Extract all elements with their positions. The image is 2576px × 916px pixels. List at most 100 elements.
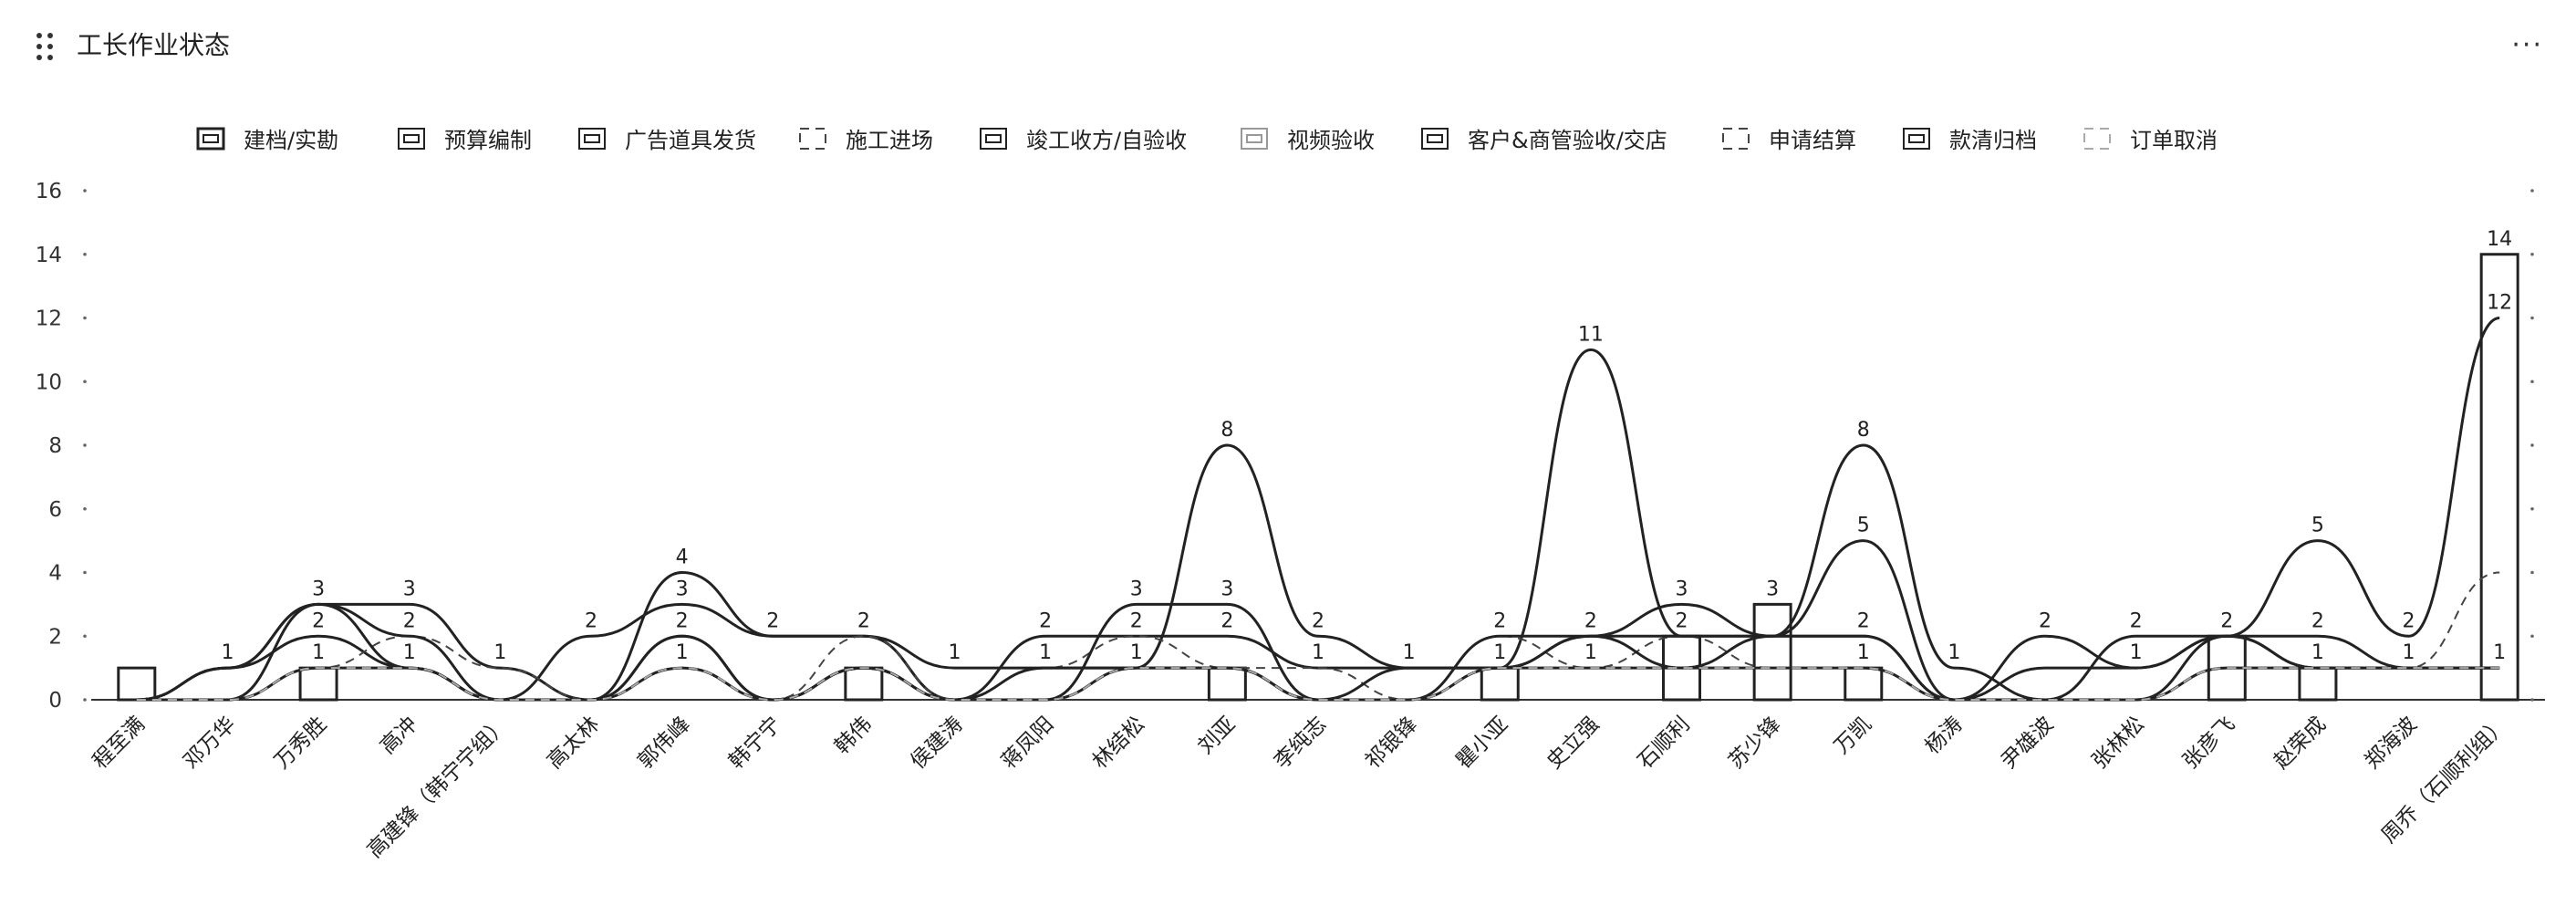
bar (2298, 666, 2338, 702)
data-label: 2 (312, 609, 325, 632)
x-category-label: 赵荣成 (2270, 713, 2331, 774)
data-label: 2 (2039, 609, 2051, 632)
x-category-label: 韩伟 (830, 713, 877, 759)
legend-swatch (1903, 128, 1930, 150)
series-line (136, 666, 2500, 702)
series-line (136, 666, 2500, 702)
series-line (136, 571, 2500, 702)
data-label: 5 (2311, 515, 2324, 537)
series-line (136, 667, 2500, 702)
legend-swatch-inner (985, 134, 1002, 143)
data-label: 8 (1857, 419, 1870, 442)
data-label: 1 (676, 641, 689, 664)
data-label: 1 (2311, 641, 2324, 664)
x-category-label: 邓万华 (180, 713, 241, 774)
x-category-label: 侯建涛 (907, 713, 968, 774)
bar (1207, 666, 1247, 702)
y-tick-mark-right (2530, 570, 2534, 575)
y-tick-mark-right (2530, 506, 2534, 511)
legend-swatch-inner (1246, 134, 1262, 143)
panel-header: 工长作业状态 ··· (0, 0, 2576, 100)
data-label: 2 (1676, 609, 1688, 632)
x-category-label: 苏少锋 (1724, 713, 1785, 774)
y-tick-mark (83, 252, 87, 256)
legend-label: 建档/实勘 (244, 128, 338, 153)
data-label: 4 (676, 546, 689, 569)
y-tick-mark-right (2530, 443, 2534, 447)
x-category-label: 万秀胜 (270, 713, 331, 774)
bar (1752, 602, 1792, 702)
x-category-label: 史立强 (1542, 713, 1604, 774)
y-tick-label: 4 (48, 562, 62, 586)
legend-swatch (398, 128, 425, 150)
data-label: 2 (1584, 609, 1597, 632)
y-tick-mark (83, 443, 87, 447)
legend-swatch (980, 128, 1007, 150)
foreman-status-chart: 0246810121416程至满 邓万华 万秀胜 高冲高建锋（韩宁宁组） 高太林 郭伟峰韩… (36, 127, 2545, 863)
data-label: 11 (1578, 323, 1604, 346)
legend-swatch-inner (403, 134, 420, 143)
y-tick-label: 8 (48, 434, 62, 458)
data-label: 2 (2311, 609, 2324, 632)
data-label: 1 (1857, 641, 1870, 664)
y-tick-mark-right (2530, 316, 2534, 320)
y-tick-mark (83, 189, 87, 193)
legend-label: 订单取消 (2130, 128, 2218, 153)
x-category-label: 程至满 (88, 713, 150, 774)
data-label: 3 (403, 578, 416, 600)
data-label: 1 (1039, 641, 1052, 664)
data-label: 2 (2403, 609, 2415, 632)
data-label: 5 (1857, 515, 1870, 537)
data-label: 1 (2130, 641, 2143, 664)
panel-title: 工长作业状态 (77, 30, 231, 60)
x-category-label: 瞿小亚 (1451, 713, 1512, 774)
legend-swatch-inner (1908, 134, 1925, 143)
legend-label: 视频验收 (1287, 128, 1375, 153)
data-label: 2 (585, 609, 597, 632)
series-line (136, 667, 2500, 702)
y-tick-mark (83, 380, 87, 384)
legend-swatch-inner (203, 134, 219, 143)
bar (2479, 253, 2519, 702)
data-label: 1 (2403, 641, 2415, 664)
legend-label: 客户&商管验收/交店 (1468, 128, 1667, 153)
data-label: 2 (766, 609, 779, 632)
data-label: 2 (1312, 609, 1324, 632)
x-category-label: 石顺利 (1634, 713, 1695, 774)
legend-swatch (1241, 128, 1268, 150)
bar (1480, 666, 1520, 702)
x-category-label: 蒋凤阳 (997, 713, 1058, 774)
y-tick-mark-right (2530, 252, 2534, 256)
y-tick-label: 12 (36, 307, 62, 331)
data-label: 1 (2493, 641, 2506, 664)
x-category-label: 万凯 (1830, 713, 1876, 759)
data-label: 1 (1312, 641, 1324, 664)
drag-handle-icon[interactable] (36, 33, 58, 60)
y-tick-mark (83, 316, 87, 320)
x-category-label: 刘亚 (1194, 713, 1241, 759)
data-label: 2 (403, 609, 416, 632)
data-label: 1 (1403, 641, 1416, 664)
data-label: 8 (1220, 419, 1233, 442)
x-category-label: 杨涛 (1921, 713, 1968, 759)
y-tick-label: 2 (48, 625, 62, 649)
legend-label: 广告道具发货 (625, 128, 756, 153)
data-label: 3 (312, 578, 325, 600)
y-tick-label: 6 (48, 498, 62, 522)
data-label: 12 (2487, 292, 2512, 315)
more-icon[interactable]: ··· (2511, 29, 2543, 61)
data-label: 14 (2487, 228, 2512, 251)
data-label: 2 (1039, 609, 1052, 632)
y-tick-label: 10 (36, 370, 62, 394)
legend-swatch-inner (1427, 134, 1443, 143)
legend-swatch (1421, 128, 1449, 150)
x-category-label: 张彦飞 (2178, 713, 2239, 774)
data-label: 2 (1220, 609, 1233, 632)
x-category-label: 郭伟峰 (634, 713, 695, 774)
data-label: 2 (2130, 609, 2143, 632)
bar (298, 666, 338, 702)
y-tick-mark (83, 506, 87, 511)
series-line (136, 539, 2500, 702)
data-label: 3 (1220, 578, 1233, 600)
data-label: 1 (312, 641, 325, 664)
